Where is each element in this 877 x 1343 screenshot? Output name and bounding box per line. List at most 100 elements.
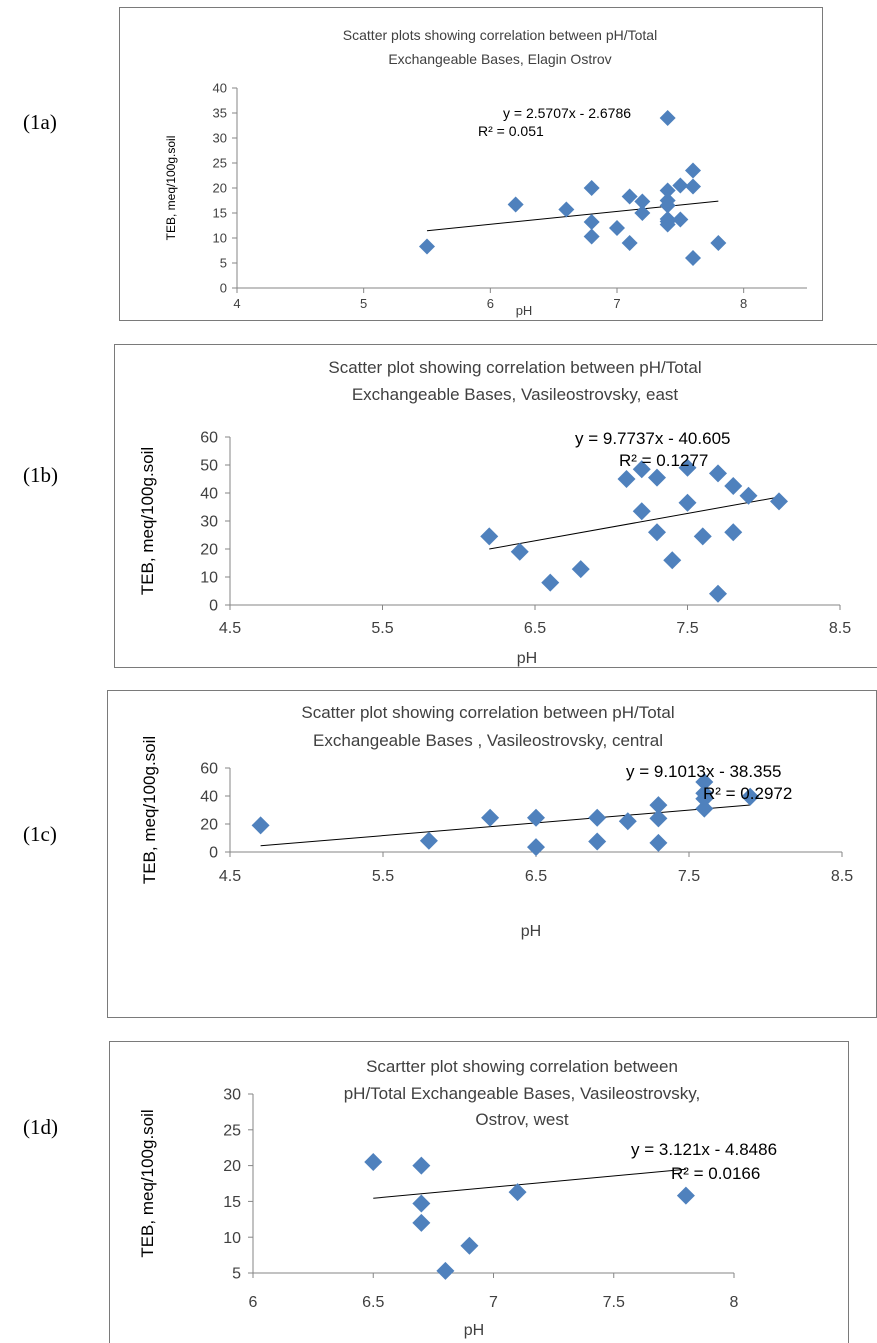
data-point [685,250,701,266]
x-tick-label: 5.5 [372,868,394,885]
data-point [672,177,689,194]
data-point [617,470,636,488]
x-tick-label: 7 [613,296,620,311]
x-axis-label: pH [464,1322,484,1339]
data-point [741,787,760,806]
data-point [724,477,743,495]
panel-label-1d: (1d) [23,1115,58,1139]
y-tick-label: 20 [213,181,227,196]
x-tick-label: 6.5 [362,1294,384,1311]
data-point [634,205,651,221]
y-tick-label: 25 [223,1122,241,1139]
x-tick-label: 8 [730,1294,739,1311]
data-point [588,808,607,827]
chart-title-line: Scatter plot showing correlation between… [328,358,701,377]
x-tick-label: 8.5 [829,620,851,637]
y-tick-label: 30 [213,131,227,146]
y-tick-label: 30 [200,514,218,531]
x-tick-label: 5 [360,296,367,311]
x-axis-label: pH [521,923,541,940]
y-axis-label: TEB, meq/100g.soil [138,447,157,595]
y-tick-label: 10 [223,1230,241,1247]
data-point [541,573,560,592]
y-tick-label: 15 [213,206,227,221]
r-squared-label: R² = 0.0166 [671,1164,760,1183]
trendline [373,1168,686,1199]
data-point [412,1156,431,1175]
y-tick-label: 30 [223,1087,241,1104]
chart-1d-plot: Scartter plot showing correlation betwee… [138,1057,777,1339]
x-tick-label: 6 [487,296,494,311]
x-tick-label: 8 [740,296,747,311]
panel-label-1c: (1c) [23,822,57,846]
data-point [460,1236,479,1255]
x-axis-label: pH [517,650,537,667]
y-tick-label: 25 [213,156,227,171]
y-tick-label: 60 [200,430,218,447]
panel-label-1b: (1b) [23,463,58,487]
data-point [659,216,676,233]
data-point [709,584,727,603]
data-point [583,214,600,230]
x-tick-label: 6 [249,1294,258,1311]
data-point [609,220,625,236]
trendline-equation: y = 2.5707x - 2.6786 [503,105,631,121]
data-point [632,460,651,479]
r-squared-label: R² = 0.1277 [619,451,708,470]
data-point [724,523,743,542]
chart-1c: Scatter plot showing correlation between… [107,690,877,1018]
data-point [419,238,435,255]
data-point [678,458,697,477]
data-point [709,464,727,483]
data-point [419,831,438,850]
data-point [583,228,600,245]
x-tick-label: 4 [233,296,240,311]
chart-title-line: Exchangeable Bases, Vasileostrovsky, eas… [352,385,679,404]
x-tick-label: 6.5 [524,620,546,637]
data-point [480,527,499,546]
x-tick-label: 4.5 [219,868,241,885]
data-point [481,808,500,827]
data-point [588,832,607,851]
x-tick-label: 4.5 [219,620,241,637]
y-tick-label: 40 [200,486,218,503]
data-point [649,796,668,815]
chart-title-line: pH/Total Exchangeable Bases, Vasileostro… [344,1084,701,1103]
y-tick-label: 5 [220,256,227,271]
data-point [649,833,668,852]
x-tick-label: 7.5 [678,868,700,885]
chart-title-line: Scatter plot showing correlation between… [301,703,674,722]
chart-1a: Scatter plots showing correlation betwee… [119,7,823,321]
data-point [621,235,638,251]
data-point [251,816,270,835]
x-tick-label: 6.5 [525,868,547,885]
data-point [618,812,637,831]
y-tick-label: 60 [200,761,218,778]
data-point [510,542,529,561]
y-tick-label: 50 [200,458,218,475]
y-tick-label: 5 [232,1266,241,1283]
data-point [364,1153,383,1172]
data-point [507,196,524,213]
data-point [663,551,682,570]
y-tick-label: 0 [209,845,218,862]
data-point [695,773,714,791]
data-point [659,197,676,214]
data-point [621,188,638,205]
data-point [648,523,666,542]
chart-1d: Scartter plot showing correlation betwee… [109,1041,849,1343]
x-tick-label: 7.5 [676,620,698,637]
data-point [583,180,600,196]
data-point [710,235,727,251]
chart-1a-plot: Scatter plots showing correlation betwee… [164,27,807,318]
chart-title-line: Exchangeable Bases , Vasileostrovsky, ce… [313,731,663,750]
x-tick-label: 5.5 [371,620,393,637]
y-tick-label: 15 [223,1194,241,1211]
data-point [693,527,712,546]
data-point [659,182,676,199]
data-point [571,560,590,579]
x-tick-label: 7.5 [603,1294,625,1311]
data-point [412,1194,431,1213]
y-tick-label: 10 [213,231,227,246]
y-axis-label: TEB, meq/100g.soil [164,136,178,241]
